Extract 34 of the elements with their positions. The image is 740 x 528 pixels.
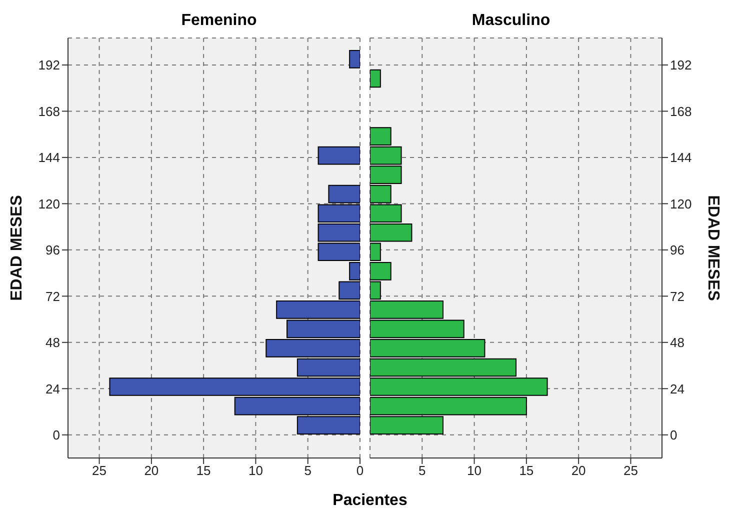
x-tick-label: 15: [196, 463, 211, 478]
y-tick-label: 192: [670, 58, 692, 73]
x-tick-label: 20: [571, 463, 586, 478]
x-tick-label: 5: [304, 463, 312, 478]
y-axis-title: EDAD MESES: [8, 194, 26, 301]
y-tick-label: 48: [670, 335, 684, 350]
x-tick-label: 15: [519, 463, 534, 478]
x-axis-title: Pacientes: [332, 492, 408, 510]
y-tick-label: 120: [670, 196, 692, 212]
y-tick-label: 0: [52, 427, 60, 442]
chart-title: Femenino: [180, 12, 258, 30]
y-tick-label: 192: [38, 58, 60, 73]
x-tick-label: 10: [248, 463, 263, 478]
y-tick-label: 96: [670, 242, 684, 258]
x-tick-label: 10: [467, 463, 482, 478]
y-tick-label: 144: [670, 150, 692, 166]
x-tick-label: 25: [623, 463, 638, 478]
y-tick-label: 120: [38, 196, 60, 212]
y-tick-label: 48: [46, 335, 60, 350]
y-tick-label: 24: [670, 381, 684, 396]
x-tick-label: 20: [144, 463, 159, 478]
chart-title: Masculino: [470, 12, 552, 30]
y-tick-label: 144: [38, 150, 60, 166]
y-tick-label: 96: [46, 242, 60, 258]
x-tick-label: 5: [418, 463, 426, 478]
x-tick-label: 25: [92, 463, 107, 478]
y-tick-label: 168: [38, 104, 60, 119]
y-tick-label: 0: [670, 427, 678, 442]
y-tick-label: 168: [670, 104, 692, 119]
x-tick-label: 0: [356, 463, 364, 478]
y-tick-label: 72: [46, 288, 60, 304]
y-tick-label: 24: [46, 381, 60, 396]
y-axis-title: EDAD MESES: [704, 195, 722, 302]
y-tick-label: 72: [670, 288, 684, 304]
